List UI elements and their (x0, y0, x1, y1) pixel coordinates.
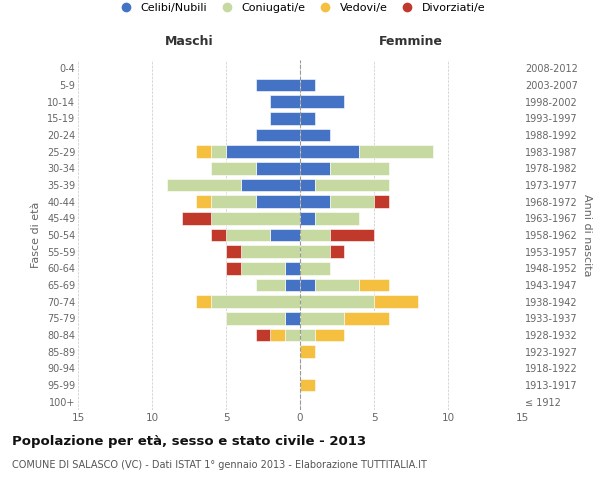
Bar (196, 146, 211, 158)
Bar (359, 146, 433, 158)
Bar (211, 229, 226, 241)
Bar (359, 279, 389, 291)
Bar (241, 179, 300, 192)
Bar (300, 162, 329, 174)
Bar (374, 196, 389, 208)
Bar (285, 279, 300, 291)
Bar (300, 296, 374, 308)
Bar (300, 262, 329, 274)
Text: Femmine: Femmine (379, 34, 443, 48)
Bar (300, 212, 315, 224)
Bar (211, 212, 300, 224)
Bar (226, 229, 271, 241)
Bar (256, 79, 300, 92)
Bar (256, 329, 271, 341)
Bar (285, 312, 300, 324)
Bar (196, 296, 211, 308)
Bar (211, 196, 256, 208)
Bar (211, 162, 256, 174)
Bar (329, 196, 374, 208)
Bar (300, 96, 344, 108)
Bar (374, 296, 418, 308)
Bar (285, 262, 300, 274)
Bar (300, 79, 315, 92)
Bar (226, 312, 285, 324)
Y-axis label: Anni di nascita: Anni di nascita (581, 194, 592, 276)
Bar (315, 329, 344, 341)
Bar (300, 346, 315, 358)
Text: Maschi: Maschi (164, 34, 214, 48)
Bar (241, 262, 285, 274)
Bar (300, 379, 315, 391)
Bar (196, 196, 211, 208)
Bar (300, 129, 329, 141)
Bar (271, 96, 300, 108)
Bar (315, 179, 389, 192)
Bar (271, 229, 300, 241)
Text: COMUNE DI SALASCO (VC) - Dati ISTAT 1° gennaio 2013 - Elaborazione TUTTITALIA.IT: COMUNE DI SALASCO (VC) - Dati ISTAT 1° g… (12, 460, 427, 470)
Bar (300, 196, 329, 208)
Bar (344, 312, 389, 324)
Bar (300, 179, 315, 192)
Bar (300, 279, 315, 291)
Bar (226, 262, 241, 274)
Bar (329, 162, 389, 174)
Bar (315, 212, 359, 224)
Bar (167, 179, 241, 192)
Bar (256, 279, 285, 291)
Text: Popolazione per età, sesso e stato civile - 2013: Popolazione per età, sesso e stato civil… (12, 435, 366, 448)
Bar (271, 329, 285, 341)
Bar (256, 129, 300, 141)
Bar (182, 212, 211, 224)
Bar (271, 112, 300, 124)
Bar (300, 146, 359, 158)
Bar (329, 246, 344, 258)
Y-axis label: Fasce di età: Fasce di età (31, 202, 41, 268)
Bar (300, 329, 315, 341)
Bar (300, 246, 329, 258)
Bar (329, 229, 374, 241)
Bar (211, 296, 300, 308)
Bar (285, 329, 300, 341)
Bar (300, 112, 315, 124)
Legend: Celibi/Nubili, Coniugati/e, Vedovi/e, Divorziati/e: Celibi/Nubili, Coniugati/e, Vedovi/e, Di… (115, 2, 485, 12)
Bar (315, 279, 359, 291)
Bar (300, 312, 344, 324)
Bar (226, 146, 300, 158)
Bar (211, 146, 226, 158)
Bar (241, 246, 300, 258)
Bar (300, 229, 329, 241)
Bar (256, 196, 300, 208)
Bar (226, 246, 241, 258)
Bar (256, 162, 300, 174)
